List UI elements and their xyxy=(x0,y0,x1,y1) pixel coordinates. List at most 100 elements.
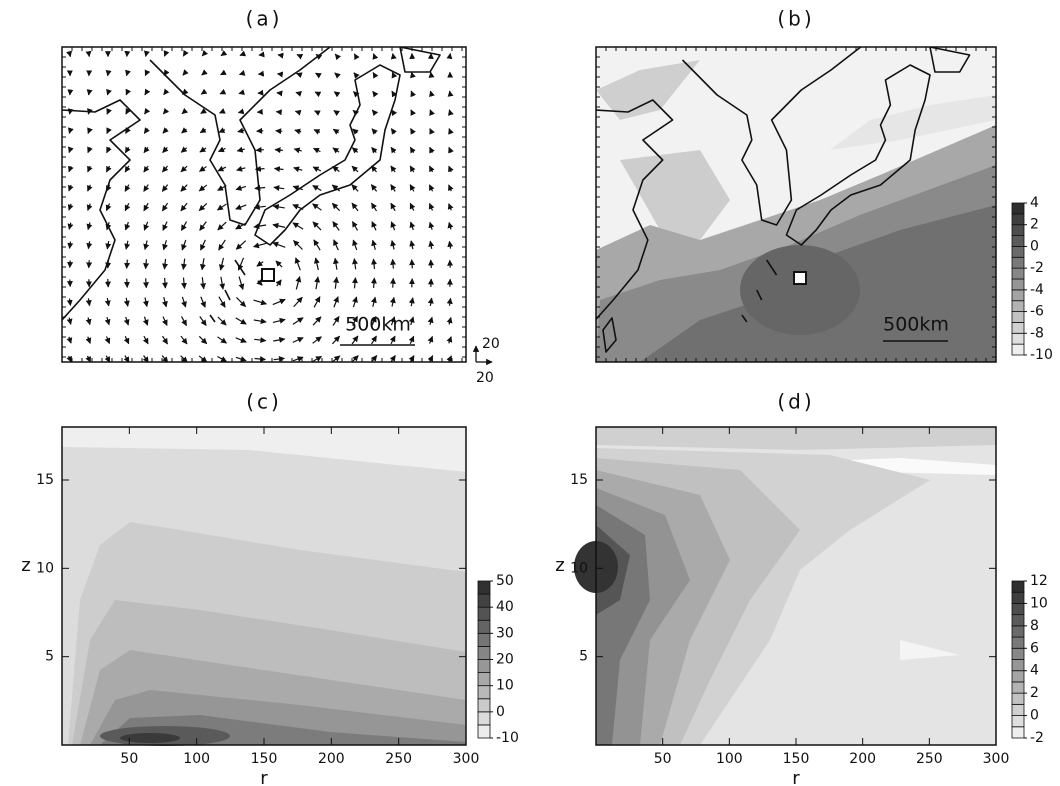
wind-arrow xyxy=(313,257,320,271)
colorbar-box xyxy=(1011,224,1025,236)
colorbar-box xyxy=(1011,715,1025,728)
colorbar-label: 2 xyxy=(1030,685,1039,701)
wind-arrow xyxy=(353,91,360,98)
colorbar-label: -10 xyxy=(496,730,519,746)
wind-arrow xyxy=(201,69,208,76)
panel-title: (b) xyxy=(777,7,814,31)
storm-center xyxy=(261,268,275,282)
y-tick-label: 5 xyxy=(45,649,54,665)
wind-arrow xyxy=(124,259,131,269)
colorbar-box xyxy=(477,672,491,687)
wind-arrow xyxy=(352,277,358,289)
wind-arrow xyxy=(180,202,188,212)
wind-arrow xyxy=(255,146,264,153)
wind-arrow xyxy=(351,202,359,212)
wind-arrow xyxy=(295,91,302,97)
wind-arrow xyxy=(256,260,264,267)
wind-arrow xyxy=(181,277,187,289)
colorbar-label: -2 xyxy=(1030,730,1044,746)
wind-arrow xyxy=(182,88,189,95)
wind-arrow xyxy=(409,221,416,231)
x-tick-label: 250 xyxy=(385,751,412,767)
wind-arrow xyxy=(292,204,304,210)
wind-arrow xyxy=(333,239,339,251)
wind-arrow xyxy=(447,203,454,211)
wind-arrow xyxy=(163,50,170,57)
wind-arrow xyxy=(334,72,341,79)
wind-arrow xyxy=(331,184,341,192)
wind-arrow xyxy=(448,184,454,192)
wind-arrow xyxy=(351,335,359,345)
wind-arrow xyxy=(199,316,207,326)
wind-arrow xyxy=(275,128,283,135)
colorbar-label: 30 xyxy=(496,625,514,641)
wind-arrow xyxy=(125,88,132,96)
wind-arrow xyxy=(125,107,132,115)
wind-arrow xyxy=(409,146,416,154)
colorbar-box xyxy=(1011,322,1025,334)
wind-arrow xyxy=(391,90,398,98)
wind-arrow xyxy=(272,241,286,248)
x-tick-label: 300 xyxy=(983,751,1010,767)
wind-arrow xyxy=(253,223,267,230)
x-tick-label: 50 xyxy=(654,751,672,767)
wind-arrow xyxy=(124,240,131,250)
wind-arrow xyxy=(408,316,415,326)
colorbar-box xyxy=(477,659,491,673)
wind-arrow xyxy=(372,53,379,60)
wind-arrow xyxy=(239,50,247,57)
wind-arrow xyxy=(163,88,170,96)
wind-arrow xyxy=(217,165,227,172)
wind-arrow xyxy=(238,89,245,96)
wind-arrow xyxy=(235,296,247,308)
wind-arrow xyxy=(410,109,417,117)
wind-arrow xyxy=(390,202,397,212)
x-tick-label: 200 xyxy=(318,751,345,767)
wind-arrow xyxy=(351,221,359,231)
x-tick-label: 150 xyxy=(251,751,278,767)
wind-arrow xyxy=(235,240,247,250)
x-tick-label: 100 xyxy=(716,751,743,767)
wind-arrow xyxy=(390,146,397,154)
wind-arrow xyxy=(238,70,246,76)
wind-arrow xyxy=(274,147,283,154)
wind-arrow xyxy=(143,240,150,251)
wind-arrow xyxy=(272,203,285,210)
panel-title: (c) xyxy=(246,390,282,414)
wind-arrow xyxy=(86,203,93,211)
wind-arrow xyxy=(370,184,378,192)
wind-arrow xyxy=(296,53,304,60)
wind-arrow xyxy=(428,240,435,250)
wind-arrow xyxy=(332,147,340,154)
wind-arrow xyxy=(312,203,322,211)
wind-arrow xyxy=(275,260,283,268)
wind-arrow xyxy=(200,277,207,290)
wind-arrow xyxy=(142,278,149,289)
wind-arrow xyxy=(313,147,321,154)
wind-arrow xyxy=(219,88,227,95)
wind-vectors xyxy=(66,49,454,362)
wind-arrow xyxy=(66,298,73,307)
wind-arrow xyxy=(220,69,227,76)
wind-arrow xyxy=(220,50,228,57)
wind-arrow xyxy=(351,147,359,154)
wind-arrow xyxy=(428,221,435,230)
wind-arrow xyxy=(182,69,189,76)
wind-arrow xyxy=(237,127,245,134)
wind-arrow xyxy=(143,165,150,173)
wind-arrow xyxy=(446,355,452,362)
wind-arrow xyxy=(199,127,207,134)
wind-arrow xyxy=(410,128,416,135)
y-tick-label: 15 xyxy=(36,472,54,488)
wind-arrow xyxy=(105,222,112,231)
wind-arrow xyxy=(125,69,131,77)
frame xyxy=(61,46,467,363)
wind-arrow xyxy=(66,317,73,325)
colorbar-box xyxy=(1011,256,1025,269)
wind-arrow xyxy=(331,335,341,345)
wind-arrow xyxy=(313,129,321,135)
colorbar-box xyxy=(1011,681,1025,694)
wind-arrow xyxy=(314,110,321,116)
colorbar-box xyxy=(1011,332,1025,345)
y-tick-label: 15 xyxy=(570,472,588,488)
